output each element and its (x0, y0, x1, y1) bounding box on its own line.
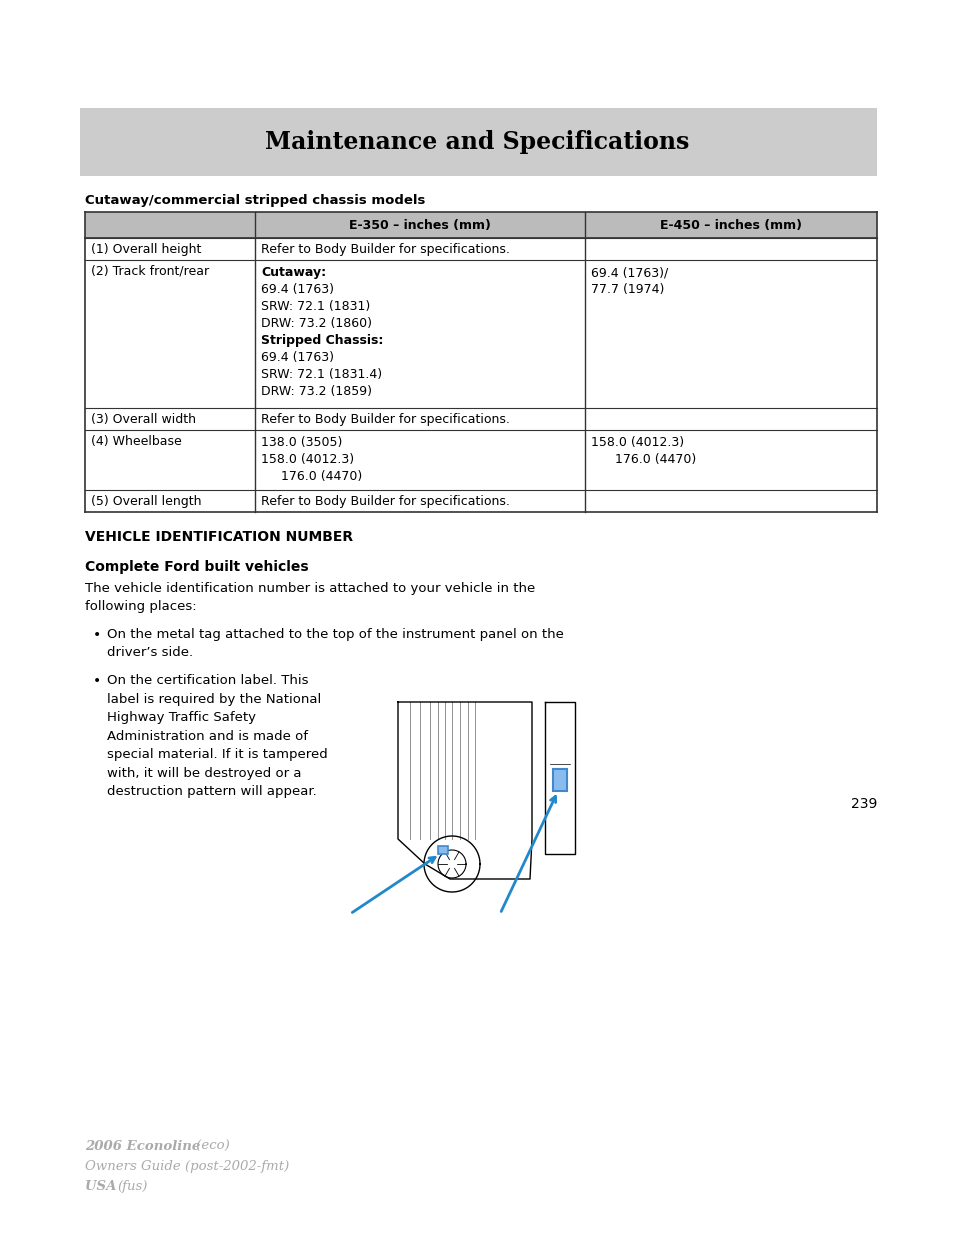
Text: 2006 Econoline: 2006 Econoline (85, 1140, 200, 1153)
Bar (85, 212, 876, 238)
Text: 176.0 (4470): 176.0 (4470) (261, 471, 362, 483)
Text: Cutaway:: Cutaway: (261, 266, 326, 279)
Text: The vehicle identification number is attached to your vehicle in the
following p: The vehicle identification number is att… (85, 582, 535, 613)
Text: Maintenance and Specifications: Maintenance and Specifications (265, 130, 688, 154)
Text: 77.7 (1974): 77.7 (1974) (590, 283, 663, 296)
Text: Complete Ford built vehicles: Complete Ford built vehicles (85, 559, 309, 574)
Text: (fus): (fus) (117, 1179, 147, 1193)
Text: •: • (92, 629, 101, 642)
Text: USA: USA (85, 1179, 121, 1193)
Text: (5) Overall length: (5) Overall length (91, 494, 201, 508)
Text: SRW: 72.1 (1831.4): SRW: 72.1 (1831.4) (261, 368, 382, 382)
Text: E-450 – inches (mm): E-450 – inches (mm) (659, 219, 801, 231)
Text: DRW: 73.2 (1859): DRW: 73.2 (1859) (261, 385, 372, 398)
Text: VEHICLE IDENTIFICATION NUMBER: VEHICLE IDENTIFICATION NUMBER (85, 530, 353, 543)
Text: 69.4 (1763): 69.4 (1763) (261, 283, 334, 296)
Text: (1) Overall height: (1) Overall height (91, 242, 201, 256)
Text: 69.4 (1763)/: 69.4 (1763)/ (590, 266, 667, 279)
Text: 158.0 (4012.3): 158.0 (4012.3) (590, 436, 683, 450)
Text: Refer to Body Builder for specifications.: Refer to Body Builder for specifications… (261, 412, 509, 426)
Text: (3) Overall width: (3) Overall width (91, 412, 195, 426)
Text: (4) Wheelbase: (4) Wheelbase (91, 435, 182, 448)
Text: 158.0 (4012.3): 158.0 (4012.3) (261, 453, 354, 466)
Text: 239: 239 (850, 797, 876, 811)
Text: Refer to Body Builder for specifications.: Refer to Body Builder for specifications… (261, 494, 509, 508)
Text: 176.0 (4470): 176.0 (4470) (590, 453, 696, 466)
Bar (437, 846, 448, 853)
Text: (2) Track front/rear: (2) Track front/rear (91, 266, 209, 278)
Text: Stripped Chassis:: Stripped Chassis: (261, 333, 383, 347)
Text: Owners Guide (post-2002-fmt): Owners Guide (post-2002-fmt) (85, 1160, 289, 1173)
Text: 69.4 (1763): 69.4 (1763) (261, 351, 334, 364)
Text: Cutaway/commercial stripped chassis models: Cutaway/commercial stripped chassis mode… (85, 194, 425, 207)
Text: On the metal tag attached to the top of the instrument panel on the
driver’s sid: On the metal tag attached to the top of … (107, 629, 563, 659)
Text: •: • (92, 674, 101, 688)
Text: (eco): (eco) (192, 1140, 230, 1153)
Text: DRW: 73.2 (1860): DRW: 73.2 (1860) (261, 317, 372, 330)
Text: On the certification label. This
label is required by the National
Highway Traff: On the certification label. This label i… (107, 674, 328, 798)
Text: E-350 – inches (mm): E-350 – inches (mm) (349, 219, 491, 231)
Bar (80, 107, 876, 177)
Text: SRW: 72.1 (1831): SRW: 72.1 (1831) (261, 300, 370, 312)
Text: Refer to Body Builder for specifications.: Refer to Body Builder for specifications… (261, 242, 509, 256)
Text: 138.0 (3505): 138.0 (3505) (261, 436, 342, 450)
Bar (553, 769, 566, 790)
